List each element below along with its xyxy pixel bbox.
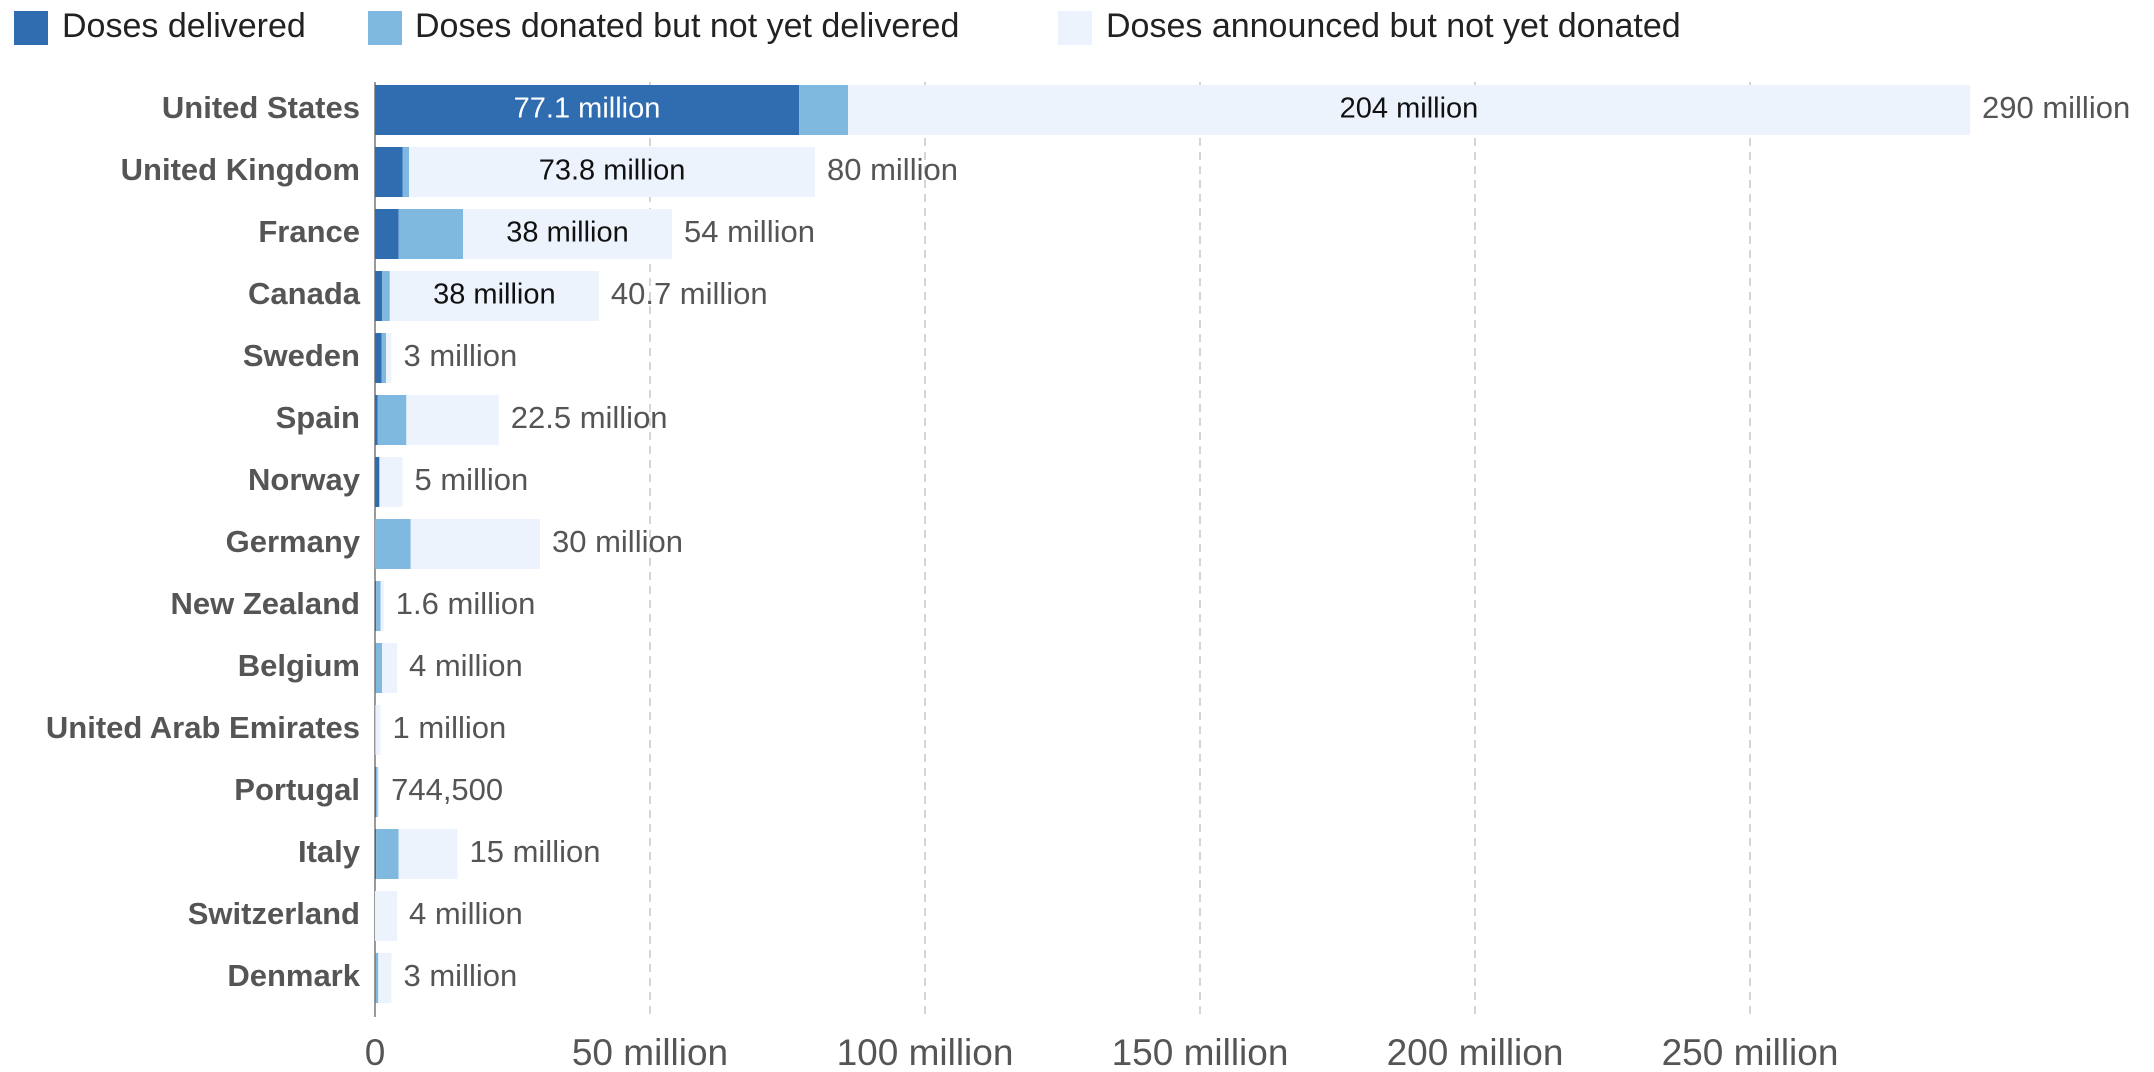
bar-segment — [375, 147, 403, 197]
bar-segment — [389, 271, 599, 321]
bar-segment — [375, 705, 381, 755]
total-label: 3 million — [404, 338, 518, 373]
x-tick-label: 200 million — [1387, 1032, 1564, 1072]
category-label: France — [258, 214, 360, 249]
x-tick-label: 0 — [365, 1032, 386, 1072]
category-label: United Kingdom — [121, 152, 360, 187]
category-label: Switzerland — [188, 896, 360, 931]
bar-segment — [375, 395, 378, 445]
bar-segment — [398, 829, 458, 879]
bar-segment — [379, 457, 403, 507]
total-label: 1 million — [393, 710, 507, 745]
x-tick-label: 150 million — [1112, 1032, 1289, 1072]
legend-swatch — [1058, 11, 1092, 45]
bar-segment — [402, 147, 410, 197]
bar-segment — [375, 271, 383, 321]
category-label: Germany — [226, 524, 361, 559]
legend-swatch — [14, 11, 48, 45]
x-tick-label: 100 million — [837, 1032, 1014, 1072]
total-label: 30 million — [552, 524, 683, 559]
category-label: New Zealand — [171, 586, 361, 621]
bar-segment — [375, 457, 380, 507]
bar-segment — [375, 953, 376, 1003]
bar-segment — [375, 85, 800, 135]
total-label: 80 million — [827, 152, 958, 187]
category-label: Portugal — [234, 772, 360, 807]
bar-segment — [375, 953, 379, 1003]
bar-segment — [380, 581, 384, 631]
value-label: 38 million — [506, 217, 629, 249]
bar-segment — [463, 209, 672, 259]
total-label: 15 million — [470, 834, 601, 869]
bar-segment — [375, 519, 411, 569]
bar-segment — [409, 147, 815, 197]
total-label: 4 million — [409, 648, 523, 683]
category-label: Canada — [248, 276, 361, 311]
category-label: Belgium — [238, 648, 360, 683]
bar-segment — [848, 85, 1970, 135]
bar-segment — [799, 85, 848, 135]
bar-segment — [375, 643, 376, 693]
bar-segment — [377, 395, 407, 445]
total-label: 1.6 million — [396, 586, 536, 621]
bar-segment — [375, 581, 377, 631]
category-label: Sweden — [243, 338, 360, 373]
total-label: 5 million — [415, 462, 529, 497]
value-label: 77.1 million — [514, 93, 661, 125]
bar-segment — [375, 891, 397, 941]
bar-segment — [381, 333, 386, 383]
bar-segment — [377, 767, 380, 817]
category-label: United States — [162, 90, 360, 125]
bar-segment — [406, 395, 499, 445]
bar-segment — [382, 643, 397, 693]
legend-label: Doses announced but not yet donated — [1106, 7, 1681, 45]
bar-segment — [375, 705, 376, 755]
bar-segment — [375, 767, 377, 817]
bar-segment — [376, 829, 399, 879]
bar-segment — [386, 333, 392, 383]
total-label: 4 million — [409, 896, 523, 931]
bar-segment — [382, 271, 390, 321]
total-label: 744,500 — [391, 772, 503, 807]
category-label: Italy — [298, 834, 361, 869]
x-tick-label: 50 million — [572, 1032, 728, 1072]
total-label: 3 million — [404, 958, 518, 993]
total-label: 22.5 million — [511, 400, 668, 435]
x-tick-label: 250 million — [1662, 1032, 1839, 1072]
legend-label: Doses donated but not yet delivered — [415, 7, 959, 45]
bar-segment — [378, 953, 392, 1003]
bar-segment — [376, 767, 378, 817]
category-label: Denmark — [227, 958, 360, 993]
category-label: United Arab Emirates — [46, 710, 360, 745]
value-label: 38 million — [433, 279, 556, 311]
bar-segment — [376, 581, 381, 631]
total-label: 54 million — [684, 214, 815, 249]
bar-segment — [410, 519, 540, 569]
value-label: 73.8 million — [539, 155, 686, 187]
bar-segment — [375, 333, 382, 383]
total-label: 290 million — [1982, 90, 2130, 125]
category-label: Norway — [248, 462, 361, 497]
bar-segment — [375, 209, 399, 259]
total-label: 40.7 million — [611, 276, 768, 311]
bar-segment — [375, 643, 383, 693]
bar-segment — [398, 209, 463, 259]
legend-swatch — [368, 11, 402, 45]
value-label: 204 million — [1340, 93, 1479, 125]
legend-label: Doses delivered — [62, 7, 306, 45]
bar-segment — [375, 829, 377, 879]
category-label: Spain — [276, 400, 360, 435]
